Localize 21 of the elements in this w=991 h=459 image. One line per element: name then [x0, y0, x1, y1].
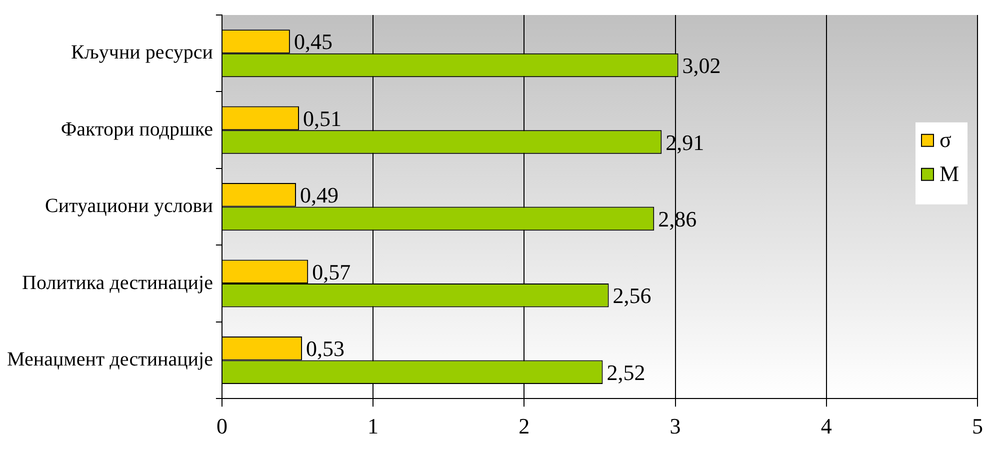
data-label: 2,56	[612, 283, 652, 308]
data-label: 0,57	[312, 259, 351, 284]
data-label: 2,52	[606, 360, 646, 385]
y-tick-label: Ситуациони услови	[44, 195, 214, 218]
x-tick-label: 3	[670, 414, 681, 439]
y-tick-label: Менаџмент дестинације	[6, 348, 214, 370]
y-tick-label: Фактори подршке	[60, 118, 214, 140]
y-tick-label: Кључни ресурси	[71, 42, 214, 64]
data-label: 0,51	[303, 106, 342, 131]
data-label: 0,53	[306, 336, 345, 362]
legend-label: M	[940, 161, 960, 186]
y-tick-label: Политика дестинације	[22, 272, 214, 294]
legend-label: σ	[940, 127, 952, 152]
data-label: 0,49	[300, 182, 338, 208]
x-tick-label: 2	[518, 414, 530, 439]
x-tick-label: 5	[972, 414, 983, 439]
data-label: 3,02	[682, 53, 721, 78]
x-tick-label: 4	[820, 414, 832, 439]
data-label: 0,45	[294, 29, 332, 54]
x-tick-label: 1	[368, 414, 379, 439]
x-tick-label: 0	[216, 414, 228, 439]
